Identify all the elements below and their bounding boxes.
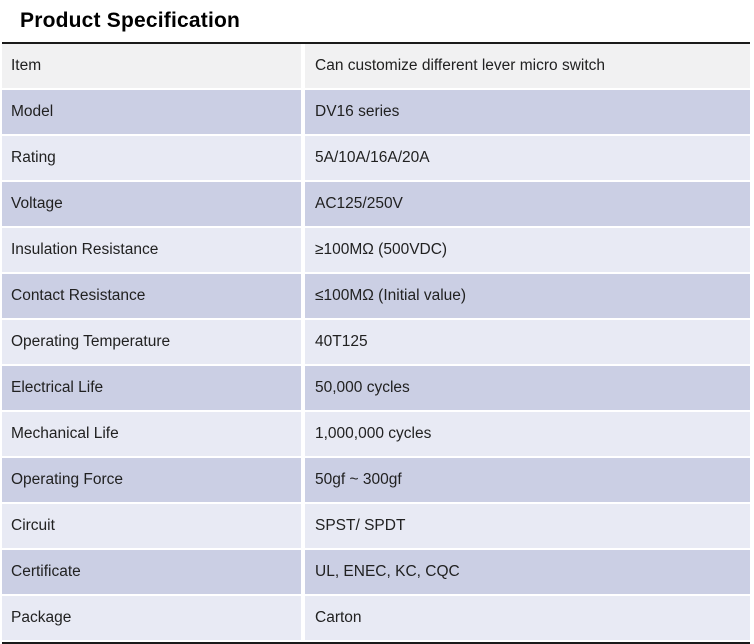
spec-label-cell: Model (2, 90, 301, 134)
page-title: Product Specification (20, 9, 241, 32)
spec-value-cell: 40T125 (305, 320, 750, 364)
spec-value-cell: ≥100MΩ (500VDC) (305, 228, 750, 272)
table-row: Voltage AC125/250V (2, 182, 750, 226)
table-row: Contact Resistance ≤100MΩ (Initial value… (2, 274, 750, 318)
spec-label-cell: Circuit (2, 504, 301, 548)
spec-value-cell: 50,000 cycles (305, 366, 750, 410)
spec-label-cell: Voltage (2, 182, 301, 226)
spec-value-cell: DV16 series (305, 90, 750, 134)
spec-label-cell: Electrical Life (2, 366, 301, 410)
spec-label-cell: Operating Force (2, 458, 301, 502)
table-row: Electrical Life 50,000 cycles (2, 366, 750, 410)
table-row: Rating 5A/10A/16A/20A (2, 136, 750, 180)
spec-value-cell: Carton (305, 596, 750, 640)
spec-label-cell: Rating (2, 136, 301, 180)
table-row: Operating Force 50gf ~ 300gf (2, 458, 750, 502)
spec-label-cell: Operating Temperature (2, 320, 301, 364)
spec-value-cell: AC125/250V (305, 182, 750, 226)
product-specification-table: Item Can customize different lever micro… (2, 42, 750, 644)
table-row: Insulation Resistance ≥100MΩ (500VDC) (2, 228, 750, 272)
table-row: Model DV16 series (2, 90, 750, 134)
spec-label-cell: Mechanical Life (2, 412, 301, 456)
spec-value-cell: SPST/ SPDT (305, 504, 750, 548)
table-row: Item Can customize different lever micro… (2, 44, 750, 88)
table-row: Circuit SPST/ SPDT (2, 504, 750, 548)
table-row: Package Carton (2, 596, 750, 640)
spec-value-cell: 5A/10A/16A/20A (305, 136, 750, 180)
spec-value-cell: ≤100MΩ (Initial value) (305, 274, 750, 318)
table-row: Operating Temperature 40T125 (2, 320, 750, 364)
spec-label-cell: Insulation Resistance (2, 228, 301, 272)
spec-value-cell: 1,000,000 cycles (305, 412, 750, 456)
spec-label-cell: Contact Resistance (2, 274, 301, 318)
table-row: Certificate UL, ENEC, KC, CQC (2, 550, 750, 594)
table-row: Mechanical Life 1,000,000 cycles (2, 412, 750, 456)
spec-label-cell: Certificate (2, 550, 301, 594)
spec-value-cell: Can customize different lever micro swit… (305, 44, 750, 88)
spec-label-cell: Package (2, 596, 301, 640)
spec-value-cell: 50gf ~ 300gf (305, 458, 750, 502)
spec-label-cell: Item (2, 44, 301, 88)
spec-value-cell: UL, ENEC, KC, CQC (305, 550, 750, 594)
